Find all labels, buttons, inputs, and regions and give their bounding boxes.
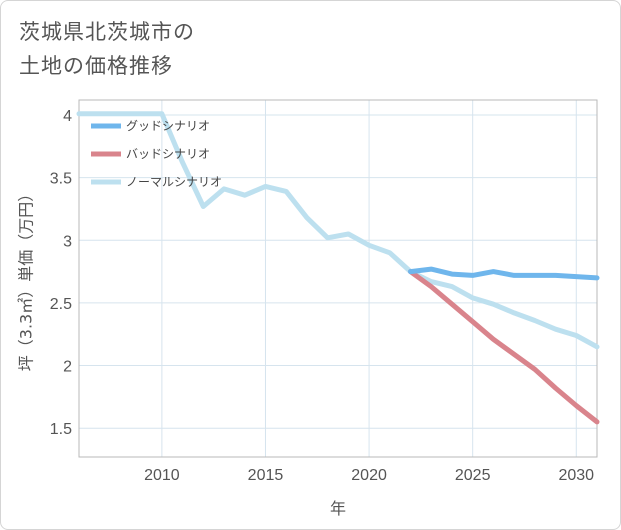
y-axis-title: 坪（3.3㎡）単価（万円） <box>17 186 36 371</box>
chart-title-line-2: 土地の価格推移 <box>19 54 173 78</box>
y-tick-label: 4 <box>63 108 72 125</box>
legend-label-0: グッドシナリオ <box>126 119 210 133</box>
series-lines <box>76 111 600 425</box>
y-tick-label: 1.5 <box>50 421 72 438</box>
chart-title: 茨城県北茨城市の 土地の価格推移 <box>19 15 195 83</box>
x-tick-label: 2010 <box>144 467 180 484</box>
y-tick-label: 2 <box>63 359 72 376</box>
x-tick-label: 2020 <box>351 467 387 484</box>
y-tick-label: 3 <box>63 233 72 250</box>
x-axis-title: 年 <box>330 499 346 518</box>
x-tick-label: 2030 <box>558 467 594 484</box>
x-tick-label: 2015 <box>248 467 284 484</box>
series-line-0 <box>408 266 600 281</box>
y-tick-label: 3.5 <box>50 171 72 188</box>
series-line-2 <box>76 111 600 350</box>
chart-title-line-1: 茨城県北茨城市の <box>19 20 195 44</box>
tick-labels: 2010 2015 2020 2025 2030 1.5 2 2.5 3 3.5 4 <box>50 108 594 484</box>
y-tick-label: 2.5 <box>50 296 72 313</box>
series-line-1 <box>408 269 600 425</box>
legend-label-2: ノーマルシナリオ <box>126 175 222 189</box>
legend-label-1: バッドシナリオ <box>126 147 210 161</box>
x-tick-label: 2025 <box>455 467 491 484</box>
grid <box>79 100 597 457</box>
